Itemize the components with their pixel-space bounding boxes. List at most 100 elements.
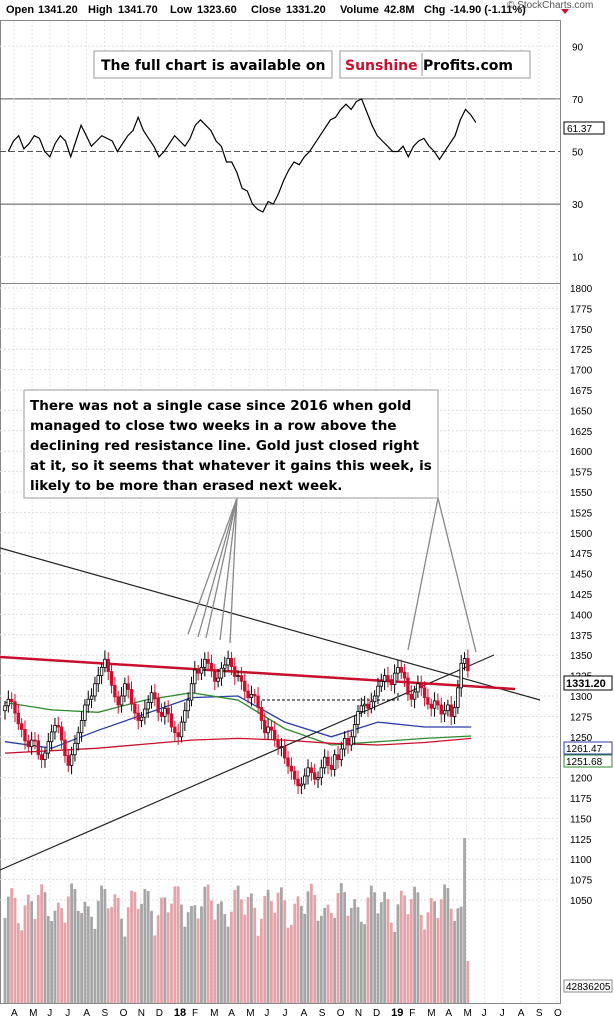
candle-body [409, 693, 413, 700]
volume-bar [173, 886, 177, 1003]
brand-profits[interactable]: Profits.com [423, 58, 513, 74]
brand-sunshine[interactable]: Sunshine [345, 58, 418, 74]
volume-bar [429, 898, 433, 1003]
volume-tag-value: 42836205 [566, 982, 611, 993]
candle-body [139, 716, 144, 721]
candle-body [93, 683, 97, 697]
candle-body [299, 783, 304, 787]
candle-body [153, 692, 157, 699]
volume-bar [140, 903, 143, 1003]
y-tick-label: 1075 [570, 876, 593, 887]
x-tick-label: A [228, 1008, 235, 1019]
y-tick-label: 1625 [570, 427, 593, 438]
candle-body [73, 742, 77, 756]
volume-bar [30, 901, 34, 1003]
pointer-line [407, 497, 439, 651]
volume-bar [403, 895, 406, 1003]
candle-body [452, 707, 457, 717]
x-tick-label: S [319, 1008, 326, 1019]
y-tick-label: 1250 [570, 733, 593, 744]
candle-body [446, 704, 450, 712]
volume-bars [3, 838, 470, 1003]
candle-body [126, 683, 130, 690]
candle-body [69, 754, 74, 766]
x-tick-label: J [283, 1008, 288, 1019]
volume-bar [393, 931, 397, 1003]
y-tick-label: 1575 [570, 468, 593, 479]
high-value: 1341.70 [118, 4, 158, 16]
candle-body [286, 757, 290, 767]
promo-brand-box[interactable] [339, 50, 531, 79]
candle-body [362, 703, 367, 707]
x-tick-label: N [355, 1008, 362, 1019]
volume-bar [130, 890, 133, 1003]
candle-body [322, 756, 327, 769]
promo-text-box [93, 50, 333, 79]
volume-bar [16, 923, 20, 1003]
candle-body [293, 770, 297, 780]
volume-bar [449, 908, 453, 1003]
volume-bar [409, 899, 413, 1003]
volume-bar [246, 896, 250, 1003]
candle-body [133, 703, 137, 714]
candle-body [279, 746, 284, 748]
y-tick-label: 1200 [570, 774, 593, 785]
volume-value: 42.8M [384, 4, 415, 16]
volume-bar [346, 915, 350, 1003]
volume-bar [66, 896, 70, 1003]
candle-body [246, 690, 250, 699]
volume-bar [339, 883, 343, 1003]
candle-body [13, 701, 17, 714]
candles [3, 649, 470, 795]
watermark: © StockCharts.com [507, 0, 593, 11]
candle-body [416, 683, 420, 693]
y-tick-label: 1100 [570, 855, 592, 866]
volume-bar [243, 914, 247, 1003]
volume-bar [446, 887, 450, 1003]
red-resistance-line [0, 655, 516, 691]
candle-body [466, 658, 470, 672]
y-tick-label: 1775 [570, 304, 593, 315]
y-tick-label: 1050 [570, 896, 593, 907]
rsi-y-tick-label: 50 [572, 148, 584, 159]
x-tick-label: D [373, 1008, 380, 1019]
volume-bar [399, 890, 403, 1003]
candle-body [29, 739, 34, 747]
volume-bar [136, 908, 140, 1003]
open-label: Open [6, 4, 34, 16]
y-tick-label: 1550 [570, 488, 593, 499]
volume-bar [439, 899, 443, 1003]
volume-bar [356, 907, 360, 1003]
candle-body [422, 687, 427, 699]
volume-bar [456, 908, 460, 1003]
candle-body [312, 772, 317, 780]
rsi-y-tick-label: 10 [572, 253, 584, 264]
candle-body [306, 767, 310, 777]
candle-body [103, 658, 107, 668]
trend-lines [0, 547, 541, 871]
annotation-callout: There was not a single case since 2016 w… [23, 389, 477, 653]
candle-body [439, 704, 443, 715]
rsi-line-group [7, 98, 477, 213]
volume-bar [223, 914, 227, 1003]
pointer-line [219, 497, 238, 641]
candle-body [216, 677, 220, 682]
candle-body [356, 711, 360, 725]
price-grid [0, 287, 560, 901]
last-close-tag [563, 675, 613, 691]
volume-bar [236, 885, 240, 1003]
volume-bar [6, 896, 10, 1003]
volume-bar [143, 888, 147, 1003]
volume-bar [313, 894, 317, 1003]
volume-bar [273, 912, 277, 1003]
volume-bar [240, 899, 243, 1003]
y-tick-label: 1500 [570, 529, 593, 540]
volume-bar [289, 924, 293, 1003]
candle-body [89, 695, 94, 700]
volume-bar [416, 892, 420, 1003]
volume-bar [13, 897, 17, 1003]
candle-body [3, 705, 7, 712]
candle-body [366, 703, 370, 709]
candle-body [266, 726, 270, 734]
candle-body [113, 684, 117, 698]
